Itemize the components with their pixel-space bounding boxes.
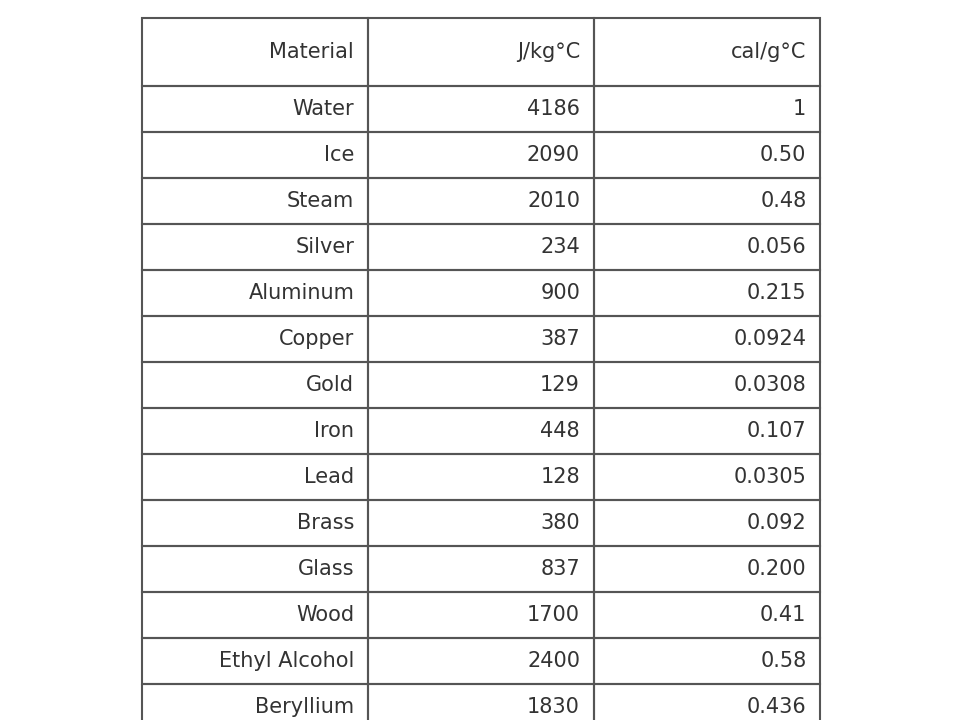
Text: Aluminum: Aluminum (249, 283, 354, 303)
Bar (593, 132, 820, 178)
Text: 1: 1 (793, 99, 806, 119)
Bar (593, 362, 820, 408)
Bar (368, 86, 593, 132)
Bar (593, 500, 820, 546)
Text: 0.50: 0.50 (760, 145, 806, 165)
Text: Iron: Iron (314, 421, 354, 441)
Bar (593, 86, 820, 132)
Bar (368, 224, 593, 270)
Text: 1700: 1700 (527, 605, 580, 625)
Bar (142, 132, 368, 178)
Bar (368, 500, 593, 546)
Bar (593, 454, 820, 500)
Text: Glass: Glass (298, 559, 354, 579)
Text: J/kg°C: J/kg°C (516, 42, 580, 62)
Bar (142, 500, 368, 546)
Text: Silver: Silver (296, 237, 354, 257)
Bar (593, 224, 820, 270)
Text: Water: Water (293, 99, 354, 119)
Text: 387: 387 (540, 329, 580, 349)
Bar (142, 316, 368, 362)
Text: cal/g°C: cal/g°C (731, 42, 806, 62)
Text: Copper: Copper (279, 329, 354, 349)
Bar (593, 684, 820, 720)
Text: 0.436: 0.436 (747, 697, 806, 717)
Bar (593, 638, 820, 684)
Text: Wood: Wood (296, 605, 354, 625)
Text: 4186: 4186 (527, 99, 580, 119)
Text: 0.48: 0.48 (760, 191, 806, 211)
Text: Brass: Brass (297, 513, 354, 533)
Text: 0.092: 0.092 (747, 513, 806, 533)
Bar (368, 132, 593, 178)
Text: 900: 900 (540, 283, 580, 303)
Bar (142, 546, 368, 592)
Bar (368, 684, 593, 720)
Text: 448: 448 (540, 421, 580, 441)
Text: 2010: 2010 (527, 191, 580, 211)
Text: 2090: 2090 (527, 145, 580, 165)
Text: 0.58: 0.58 (760, 651, 806, 671)
Bar (593, 408, 820, 454)
Bar (142, 684, 368, 720)
Text: 2400: 2400 (527, 651, 580, 671)
Bar (368, 362, 593, 408)
Text: 0.41: 0.41 (760, 605, 806, 625)
Bar (368, 316, 593, 362)
Text: 0.0924: 0.0924 (733, 329, 806, 349)
Bar (593, 178, 820, 224)
Bar (142, 86, 368, 132)
Bar (368, 592, 593, 638)
Bar (368, 18, 593, 86)
Bar (368, 546, 593, 592)
Text: 0.215: 0.215 (747, 283, 806, 303)
Text: 380: 380 (540, 513, 580, 533)
Bar (142, 362, 368, 408)
Text: Ethyl Alcohol: Ethyl Alcohol (219, 651, 354, 671)
Text: Beryllium: Beryllium (255, 697, 354, 717)
Text: 128: 128 (540, 467, 580, 487)
Text: 0.0308: 0.0308 (733, 375, 806, 395)
Text: Ice: Ice (324, 145, 354, 165)
Bar (593, 316, 820, 362)
Text: Steam: Steam (287, 191, 354, 211)
Text: 0.0305: 0.0305 (733, 467, 806, 487)
Bar (368, 178, 593, 224)
Bar (142, 270, 368, 316)
Bar (368, 454, 593, 500)
Bar (142, 638, 368, 684)
Bar (368, 638, 593, 684)
Text: 129: 129 (540, 375, 580, 395)
Bar (142, 454, 368, 500)
Text: 1830: 1830 (527, 697, 580, 717)
Bar (142, 592, 368, 638)
Bar (593, 592, 820, 638)
Bar (142, 178, 368, 224)
Bar (593, 270, 820, 316)
Bar (142, 408, 368, 454)
Text: 837: 837 (540, 559, 580, 579)
Text: Material: Material (270, 42, 354, 62)
Bar (142, 224, 368, 270)
Bar (368, 270, 593, 316)
Bar (593, 546, 820, 592)
Text: Gold: Gold (306, 375, 354, 395)
Text: 0.200: 0.200 (747, 559, 806, 579)
Bar (368, 408, 593, 454)
Bar (142, 18, 368, 86)
Bar (593, 18, 820, 86)
Text: 0.056: 0.056 (747, 237, 806, 257)
Text: 0.107: 0.107 (747, 421, 806, 441)
Text: Lead: Lead (304, 467, 354, 487)
Text: 234: 234 (540, 237, 580, 257)
